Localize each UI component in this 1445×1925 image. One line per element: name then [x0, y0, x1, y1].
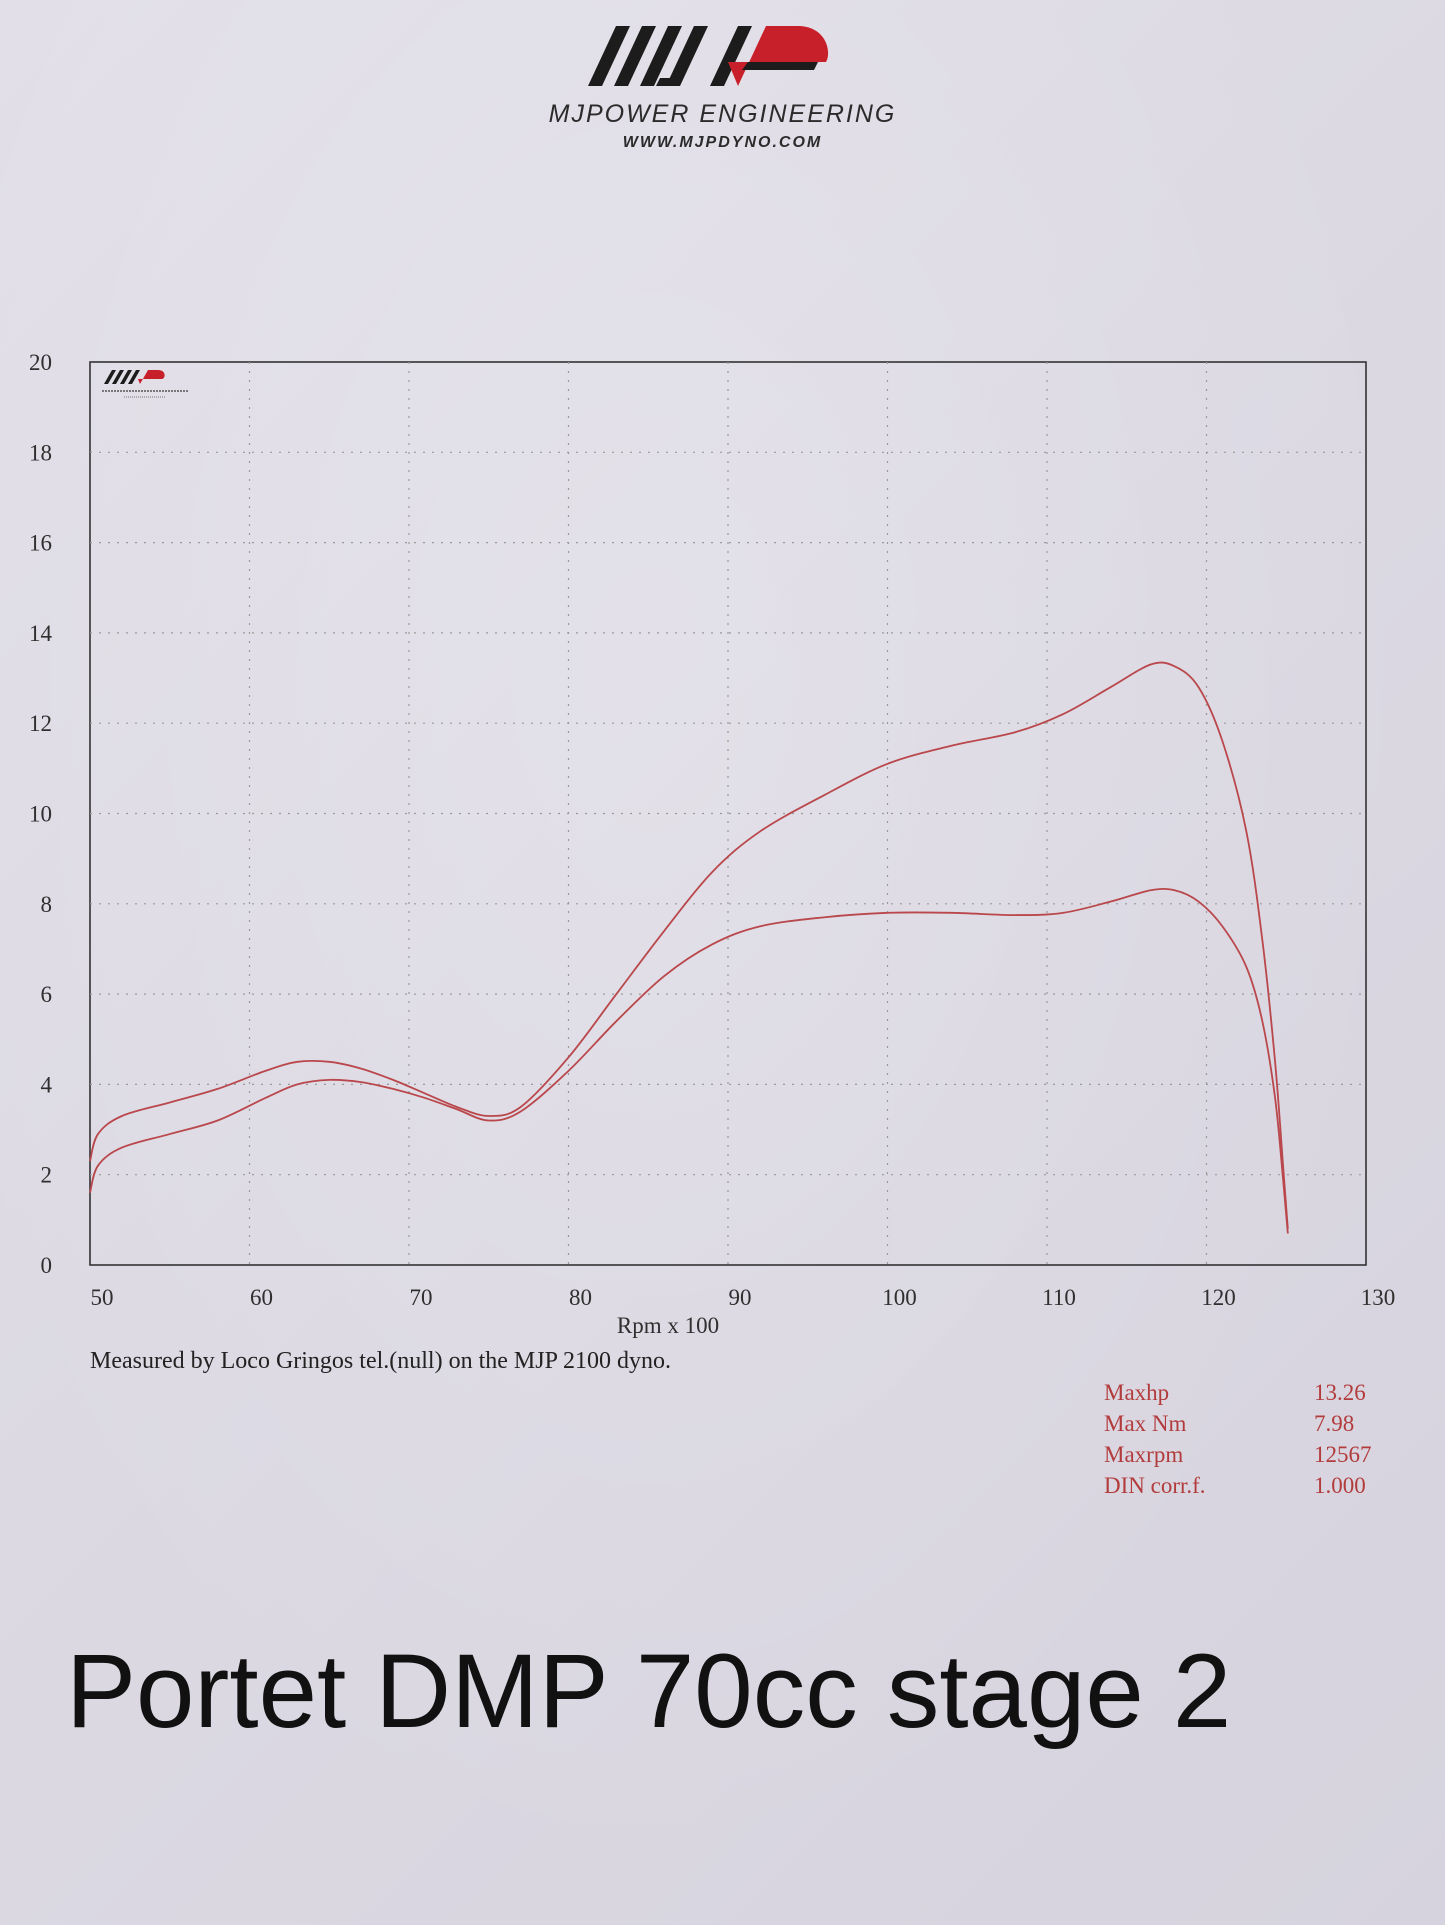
x-tick-label: 110: [1042, 1285, 1076, 1310]
chart-watermark-logo: [102, 370, 188, 398]
x-tick-label: 120: [1201, 1285, 1236, 1310]
stat-value: 1.000: [1314, 1473, 1366, 1498]
x-axis-label: Rpm x 100: [617, 1313, 719, 1338]
x-tick-label: 70: [410, 1285, 433, 1310]
y-tick-label: 4: [41, 1072, 53, 1097]
y-tick-label: 0: [41, 1253, 53, 1278]
logo-swoosh: [138, 370, 165, 384]
stat-label: Maxhp: [1104, 1380, 1170, 1405]
stat-row-max-nm: Max Nm 7.98: [1104, 1411, 1384, 1442]
stat-row-maxhp: Maxhp 13.26: [1104, 1380, 1384, 1411]
stat-value: 12567: [1314, 1442, 1372, 1467]
y-tick-label: 14: [29, 621, 53, 646]
y-tick-label: 16: [29, 531, 52, 556]
letterhead: MJPOWER ENGINEERING WWW.MJPDYNO.COM: [0, 0, 1445, 170]
x-tick-label: 50: [91, 1285, 114, 1310]
x-axis-ticks: 50 60 70 80 90 100 110 120 130: [91, 1285, 1396, 1310]
measured-note: Measured by Loco Gringos tel.(null) on t…: [90, 1348, 672, 1374]
logo-stroke: [104, 370, 116, 384]
dyno-chart: 0 2 4 6 8 10 12 14 16 18 20 50 60 70 80 90 100 110 120 130…: [29, 350, 1396, 1338]
stat-value: 7.98: [1314, 1411, 1355, 1436]
y-tick-label: 6: [41, 982, 53, 1007]
logo-stroke: [112, 370, 124, 384]
caption-title: Portet DMP 70cc stage 2: [66, 1633, 1232, 1750]
logo-stroke: [120, 370, 132, 384]
series-line-1: [89, 661, 1289, 1229]
y-axis-ticks: 0 2 4 6 8 10 12 14 16 18 20: [29, 350, 53, 1278]
y-tick-label: 12: [29, 711, 52, 736]
x-tick-label: 90: [729, 1285, 752, 1310]
stat-label: Max Nm: [1104, 1411, 1187, 1436]
stat-label: DIN corr.f.: [1104, 1473, 1206, 1498]
y-tick-label: 2: [41, 1163, 53, 1188]
stats-table: Maxhp 13.26 Max Nm 7.98 Maxrpm 12567 DIN…: [1104, 1380, 1384, 1504]
logo-stroke: [128, 370, 140, 384]
brand-url: WWW.MJPDYNO.COM: [622, 134, 823, 151]
x-tick-label: 60: [250, 1285, 273, 1310]
mjp-logo-icon: [588, 26, 829, 86]
x-tick-label: 130: [1361, 1285, 1396, 1310]
series-group: [89, 661, 1289, 1234]
y-tick-label: 20: [29, 350, 52, 375]
stat-row-din-corr: DIN corr.f. 1.000: [1104, 1473, 1384, 1504]
stat-row-maxrpm: Maxrpm 12567: [1104, 1442, 1384, 1473]
y-tick-label: 18: [29, 440, 52, 465]
y-tick-label: 8: [41, 892, 53, 917]
x-tick-label: 80: [569, 1285, 592, 1310]
grid-lines: [90, 362, 1366, 1265]
y-tick-label: 10: [29, 802, 52, 827]
series-line-2: [89, 887, 1289, 1234]
stat-value: 13.26: [1314, 1380, 1366, 1405]
stat-label: Maxrpm: [1104, 1442, 1184, 1467]
x-tick-label: 100: [882, 1285, 917, 1310]
brand-name: MJPOWER ENGINEERING: [548, 100, 897, 128]
